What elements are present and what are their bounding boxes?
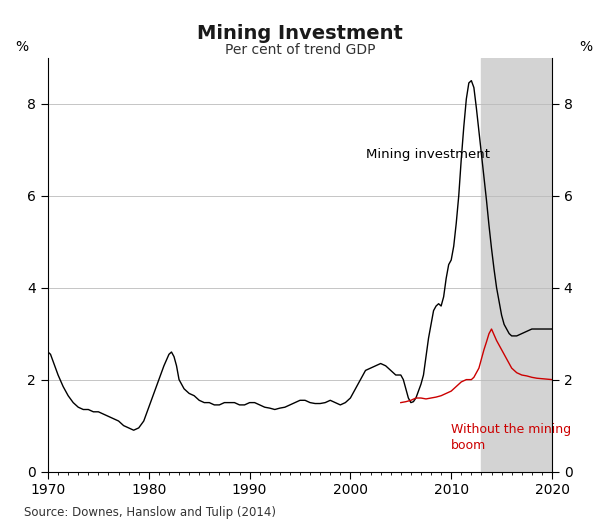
Text: %: % bbox=[15, 39, 28, 53]
Text: Mining investment: Mining investment bbox=[365, 148, 490, 161]
Text: Mining Investment: Mining Investment bbox=[197, 24, 403, 42]
Text: Without the mining
boom: Without the mining boom bbox=[451, 423, 571, 452]
Bar bbox=[481, 58, 552, 472]
Text: Source: Downes, Hanslow and Tulip (2014): Source: Downes, Hanslow and Tulip (2014) bbox=[24, 506, 276, 519]
Text: %: % bbox=[580, 39, 593, 53]
Text: Per cent of trend GDP: Per cent of trend GDP bbox=[225, 43, 375, 57]
